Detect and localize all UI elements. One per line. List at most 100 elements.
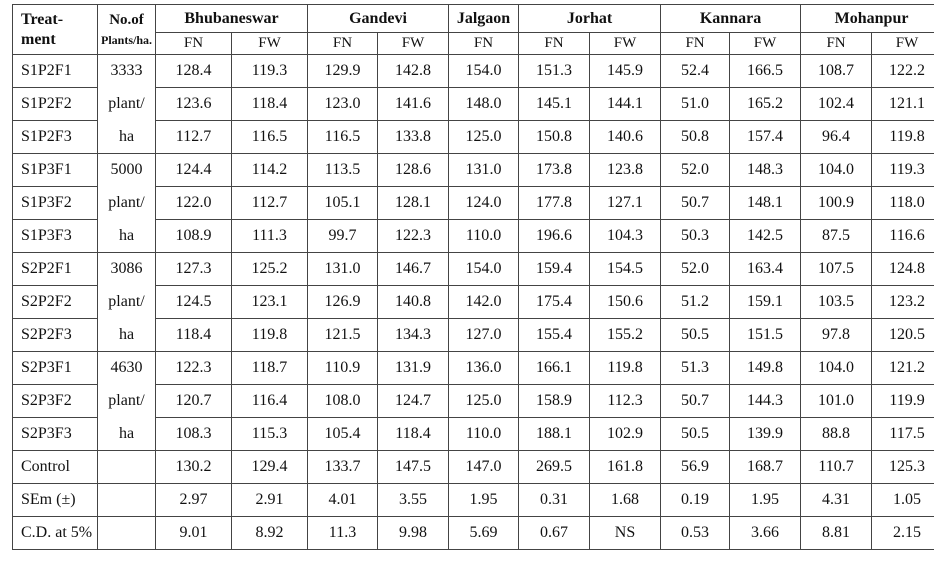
- value-cell: 110.9: [307, 351, 378, 385]
- value-cell: 97.8: [800, 318, 873, 352]
- value-cell: 154.0: [448, 54, 520, 88]
- table-row: S1P3F2 plant/122.0 112.7 105.1 128.1 124.0 177…: [12, 186, 934, 220]
- value-cell: 108.7: [800, 54, 873, 88]
- value-cell: 114.2: [231, 153, 308, 187]
- value-cell: 145.9: [589, 54, 662, 88]
- value-cell: 121.5: [307, 318, 378, 352]
- value-cell: 51.0: [660, 87, 731, 121]
- value-cell: 122.0: [155, 186, 232, 220]
- value-cell: 50.7: [660, 186, 731, 220]
- value-cell: 118.4: [231, 87, 308, 121]
- value-cell: 120.7: [155, 384, 232, 418]
- value-cell: 112.7: [231, 186, 308, 220]
- value-cell: 3.66: [729, 516, 802, 550]
- treatment-header-line1: Treat-: [21, 10, 64, 28]
- value-cell: 119.9: [871, 384, 934, 418]
- table-row: S2P2F3 ha 118.4 119.8 121.5 134.3 127.0 155.4 15…: [12, 318, 934, 352]
- table-row: C.D. at 5% 9.01 8.92 11.3 9.98 5.69 0.67 NS 0.53…: [12, 516, 934, 550]
- plants-header-line2: Plants/ha.: [100, 32, 152, 47]
- value-cell: 123.8: [589, 153, 662, 187]
- value-cell: 8.92: [231, 516, 308, 550]
- table-row: S1P3F1 5000 124.4 114.2 113.5 128.6 131.0 173.8…: [12, 153, 934, 187]
- value-cell: 119.3: [231, 54, 308, 88]
- value-cell: 50.8: [660, 120, 731, 154]
- value-cell: 142.8: [376, 54, 450, 88]
- location-header-mohanpur: Mohanpur: [800, 4, 934, 33]
- value-cell: 50.5: [660, 318, 731, 352]
- value-cell: 104.3: [589, 219, 662, 253]
- value-cell: 9.01: [155, 516, 232, 550]
- value-cell: 125.0: [448, 384, 520, 418]
- value-cell: 0.19: [660, 483, 731, 517]
- value-cell: 3.55: [376, 483, 450, 517]
- value-cell: 110.0: [448, 219, 520, 253]
- plants-cell: 3086: [97, 252, 156, 286]
- plants-cell: [97, 450, 156, 484]
- value-cell: 111.3: [231, 219, 308, 253]
- treatment-cell: S1P2F3: [12, 120, 98, 154]
- value-cell: 117.5: [871, 417, 934, 451]
- value-cell: 108.9: [155, 219, 232, 253]
- value-cell: 166.5: [729, 54, 802, 88]
- value-cell: 154.0: [448, 252, 520, 286]
- value-cell: 2.91: [231, 483, 308, 517]
- value-cell: 2.15: [871, 516, 934, 550]
- table-row: S1P3F3 ha 108.9 111.3 99.7 122.3 110.0 196.6 104…: [12, 219, 934, 253]
- value-cell: 128.6: [376, 153, 450, 187]
- value-cell: 134.3: [376, 318, 450, 352]
- value-cell: 0.53: [660, 516, 731, 550]
- value-cell: 0.31: [518, 483, 591, 517]
- value-cell: 125.0: [448, 120, 520, 154]
- value-cell: 126.9: [307, 285, 378, 319]
- table-row: S2P3F3 ha 108.3 115.3 105.4 118.4 110.0 188.1 10…: [12, 417, 934, 451]
- value-cell: 52.0: [660, 153, 731, 187]
- value-cell: 122.3: [376, 219, 450, 253]
- value-cell: 101.0: [800, 384, 873, 418]
- value-cell: 124.7: [376, 384, 450, 418]
- value-cell: 118.0: [871, 186, 934, 220]
- subheader-fn: FN: [448, 32, 520, 55]
- value-cell: 118.4: [376, 417, 450, 451]
- value-cell: 8.81: [800, 516, 873, 550]
- treatment-cell: S1P3F2: [12, 186, 98, 220]
- value-cell: 96.4: [800, 120, 873, 154]
- value-cell: 161.8: [589, 450, 662, 484]
- value-cell: 131.0: [307, 252, 378, 286]
- table-body: S1P2F1 3333 128.4 119.3 129.9 142.8 154.0 151.3…: [12, 54, 934, 550]
- value-cell: 147.5: [376, 450, 450, 484]
- value-cell: 105.1: [307, 186, 378, 220]
- value-cell: 108.3: [155, 417, 232, 451]
- value-cell: 104.0: [800, 351, 873, 385]
- value-cell: 168.7: [729, 450, 802, 484]
- treatment-cell: Control: [12, 450, 98, 484]
- value-cell: 155.2: [589, 318, 662, 352]
- value-cell: 124.4: [155, 153, 232, 187]
- value-cell: 1.05: [871, 483, 934, 517]
- subheader-fn: FN: [518, 32, 591, 55]
- value-cell: 116.4: [231, 384, 308, 418]
- value-cell: NS: [589, 516, 662, 550]
- value-cell: 133.7: [307, 450, 378, 484]
- treatment-cell: C.D. at 5%: [12, 516, 98, 550]
- value-cell: 155.4: [518, 318, 591, 352]
- value-cell: 144.1: [589, 87, 662, 121]
- table-row: S2P3F2 plant/120.7 116.4 108.0 124.7 125.0 158…: [12, 384, 934, 418]
- plants-cell: ha: [97, 318, 156, 352]
- value-cell: 157.4: [729, 120, 802, 154]
- value-cell: 129.4: [231, 450, 308, 484]
- value-cell: 105.4: [307, 417, 378, 451]
- value-cell: 165.2: [729, 87, 802, 121]
- value-cell: 128.1: [376, 186, 450, 220]
- subheader-fn: FN: [660, 32, 731, 55]
- value-cell: 158.9: [518, 384, 591, 418]
- value-cell: 125.3: [871, 450, 934, 484]
- location-header-kannara: Kannara: [660, 4, 802, 33]
- value-cell: 150.6: [589, 285, 662, 319]
- value-cell: 140.8: [376, 285, 450, 319]
- value-cell: 103.5: [800, 285, 873, 319]
- value-cell: 104.0: [800, 153, 873, 187]
- value-cell: 122.2: [871, 54, 934, 88]
- value-cell: 145.1: [518, 87, 591, 121]
- value-cell: 142.5: [729, 219, 802, 253]
- subheader-fw: FW: [871, 32, 934, 55]
